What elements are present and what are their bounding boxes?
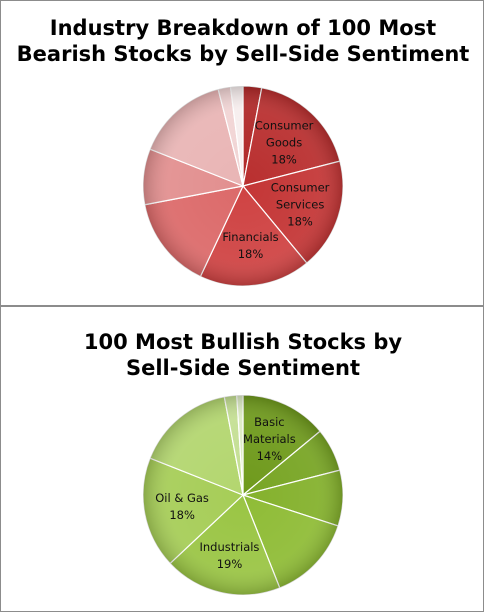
- slice-data-label: Consumer Services 18%: [271, 181, 330, 229]
- bearish-pie-chart: Consumer Goods 18% Consumer Services 18%Finan…: [142, 85, 344, 287]
- slice-data-label: Financials 18%: [222, 230, 278, 261]
- slice-data-label: Oil & Gas 18%: [155, 491, 209, 522]
- bullish-chart-panel: 100 Most Bullish Stocks by Sell-Side Sen…: [0, 306, 484, 612]
- slice-data-label: Industrials 19%: [200, 540, 260, 571]
- bearish-chart-panel: Industry Breakdown of 100 Most Bearish S…: [0, 0, 484, 306]
- slice-data-label: Consumer Goods 18%: [255, 118, 314, 166]
- chart-title-line-1: 100 Most Bullish Stocks by: [83, 330, 403, 354]
- slice-data-label: Basic Materials 14%: [243, 415, 296, 463]
- chart-title: Industry Breakdown of 100 Most Bearish S…: [1, 15, 484, 67]
- bullish-pie-chart: Basic Materials 14% Industrials 19% Oil & Gas…: [142, 394, 344, 596]
- chart-title-line-1: Industry Breakdown of 100 Most: [49, 16, 437, 40]
- chart-title-line-2: Sell-Side Sentiment: [125, 356, 361, 380]
- chart-title-line-2: Bearish Stocks by Sell-Side Sentiment: [16, 42, 470, 66]
- chart-title: 100 Most Bullish Stocks by Sell-Side Sen…: [1, 329, 484, 381]
